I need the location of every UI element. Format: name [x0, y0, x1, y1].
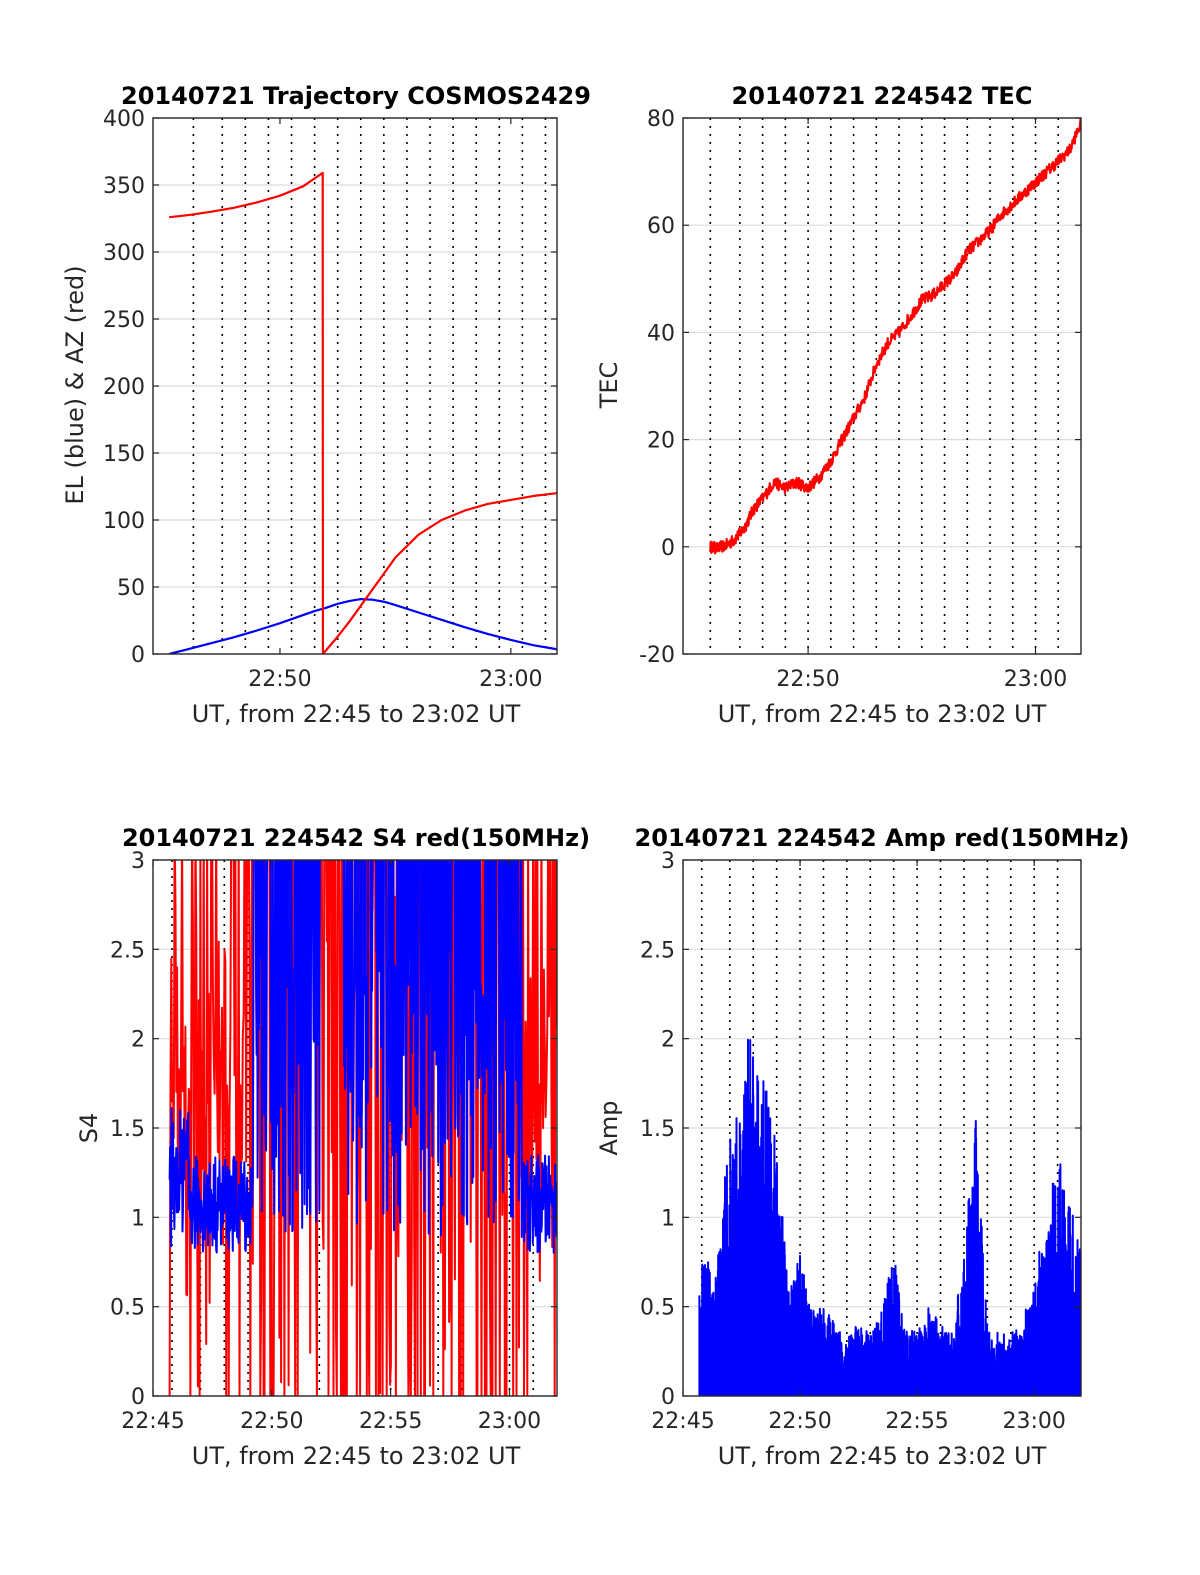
trajectory-y-tick-label: 50 — [117, 576, 145, 601]
s4-y-tick-label: 3 — [131, 849, 145, 874]
s4-y-label: S4 — [75, 1113, 103, 1144]
s4-y-tick-label: 0.5 — [110, 1296, 145, 1321]
tec-x-tick-label: 22:50 — [776, 667, 839, 692]
s4-x-tick-label: 23:00 — [478, 1409, 541, 1434]
amp-x-tick-label: 22:55 — [885, 1409, 948, 1434]
trajectory-x-tick-label: 22:50 — [248, 667, 311, 692]
s4-x-tick-label: 22:50 — [240, 1409, 303, 1434]
s4-y-tick-label: 1.5 — [110, 1117, 145, 1142]
amp-x-label: UT, from 22:45 to 23:02 UT — [718, 1442, 1047, 1470]
tec-series-0-line — [709, 118, 1081, 555]
amp-y-tick-label: 0.5 — [640, 1296, 675, 1321]
s4-data-layer — [168, 860, 557, 1396]
trajectory-y-tick-label: 300 — [103, 241, 145, 266]
tec-x-tick-label: 23:00 — [1004, 667, 1067, 692]
s4-y-tick-label: 0 — [131, 1385, 145, 1410]
amp-y-tick-label: 1.5 — [640, 1117, 675, 1142]
amp-y-tick-label: 2 — [661, 1028, 675, 1053]
trajectory-x-tick-label: 23:00 — [479, 667, 542, 692]
amp-title: 20140721 224542 Amp red(150MHz) — [635, 824, 1130, 852]
tec-y-tick-label: 80 — [647, 107, 675, 132]
trajectory-title: 20140721 Trajectory COSMOS2429 — [121, 82, 591, 110]
tec-y-tick-label: 40 — [647, 321, 675, 346]
amp-series-0-line — [698, 1038, 1081, 1396]
tec-data-layer — [709, 118, 1081, 555]
trajectory-y-tick-label: 150 — [103, 442, 145, 467]
s4-x-tick-label: 22:45 — [121, 1409, 184, 1434]
amp-y-tick-label: 3 — [661, 849, 675, 874]
tec-y-tick-label: 60 — [647, 214, 675, 239]
trajectory-y-tick-label: 350 — [103, 174, 145, 199]
s4-x-label: UT, from 22:45 to 23:02 UT — [192, 1442, 521, 1470]
s4-panel: 0 0.5 1 1.5 2 2.5 3 22:45 22:50 22:55 23:00 201407… — [75, 824, 590, 1470]
s4-y-tick-label: 1 — [131, 1206, 145, 1231]
amp-y-tick-label: 2.5 — [640, 938, 675, 963]
amp-data-layer — [698, 1038, 1081, 1396]
tec-y-label: TEC — [595, 362, 623, 410]
tec-y-tick-label: 0 — [661, 536, 675, 561]
tec-x-label: UT, from 22:45 to 23:02 UT — [718, 700, 1047, 728]
trajectory-y-tick-label: 200 — [103, 375, 145, 400]
s4-y-tick-label: 2.5 — [110, 938, 145, 963]
s4-series-1-line — [168, 860, 557, 1254]
amp-y-label: Amp — [595, 1100, 623, 1155]
tec-axes-frame — [682, 117, 1082, 655]
s4-x-tick-label: 22:55 — [359, 1409, 422, 1434]
amp-panel: 0 0.5 1 1.5 2 2.5 3 22:45 22:50 22:55 23:00 201407… — [595, 824, 1129, 1470]
amp-x-tick-label: 22:45 — [651, 1409, 714, 1434]
trajectory-y-label: EL (blue) & AZ (red) — [61, 265, 89, 504]
trajectory-y-tick-label: 400 — [103, 107, 145, 132]
tec-y-tick-label: 20 — [647, 429, 675, 454]
s4-y-tick-label: 2 — [131, 1028, 145, 1053]
amp-x-tick-label: 22:50 — [768, 1409, 831, 1434]
tec-y-tick-label: -20 — [639, 643, 675, 668]
trajectory-panel: 0 50 100 150 200 250 300 350 400 22:50 23:00 20140… — [61, 82, 591, 728]
trajectory-y-tick-label: 100 — [103, 509, 145, 534]
amp-y-tick-label: 1 — [661, 1206, 675, 1231]
tec-title: 20140721 224542 TEC — [732, 82, 1033, 110]
trajectory-y-tick-label: 250 — [103, 308, 145, 333]
trajectory-data-layer — [168, 171, 557, 654]
amp-x-tick-label: 23:00 — [1002, 1409, 1065, 1434]
trajectory-y-tick-label: 0 — [131, 643, 145, 668]
s4-title: 20140721 224542 S4 red(150MHz) — [122, 824, 590, 852]
amp-y-tick-label: 0 — [661, 1385, 675, 1410]
trajectory-x-label: UT, from 22:45 to 23:02 UT — [192, 700, 521, 728]
tec-panel: -20 0 20 40 60 80 22:50 23:00 20140721 224542 T… — [595, 82, 1082, 728]
trajectory-series-0-line — [168, 598, 557, 654]
trajectory-series-1-line — [169, 171, 557, 654]
